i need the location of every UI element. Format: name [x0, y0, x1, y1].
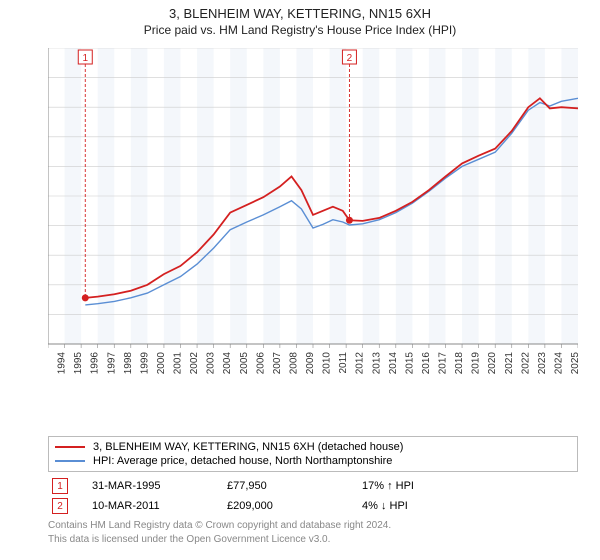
- svg-text:1997: 1997: [106, 352, 117, 375]
- svg-text:2008: 2008: [288, 352, 299, 375]
- svg-text:2019: 2019: [471, 352, 482, 375]
- svg-text:2024: 2024: [553, 352, 564, 375]
- svg-text:2023: 2023: [537, 352, 548, 375]
- legend-label: HPI: Average price, detached house, Nort…: [93, 455, 392, 467]
- transaction-delta: 4% ↓ HPI: [362, 500, 497, 512]
- svg-text:2025: 2025: [570, 352, 578, 375]
- svg-text:2013: 2013: [371, 352, 382, 375]
- svg-text:2021: 2021: [504, 352, 515, 375]
- svg-text:2020: 2020: [487, 352, 498, 375]
- svg-text:2006: 2006: [255, 352, 266, 375]
- svg-text:2007: 2007: [272, 352, 283, 375]
- svg-text:2010: 2010: [322, 352, 333, 375]
- transaction-badge: 1: [52, 478, 68, 494]
- chart-title-block: 3, BLENHEIM WAY, KETTERING, NN15 6XH Pri…: [0, 0, 600, 37]
- svg-text:1996: 1996: [90, 352, 101, 375]
- title-line2: Price paid vs. HM Land Registry's House …: [0, 23, 600, 37]
- svg-text:2014: 2014: [388, 352, 399, 375]
- svg-text:1998: 1998: [123, 352, 134, 375]
- svg-text:1994: 1994: [57, 352, 68, 375]
- legend-swatch: [55, 446, 85, 448]
- svg-text:2004: 2004: [222, 352, 233, 375]
- svg-text:1995: 1995: [73, 352, 84, 375]
- price-chart: £0£50K£100K£150K£200K£250K£300K£350K£400…: [48, 48, 578, 378]
- svg-text:2011: 2011: [338, 352, 349, 374]
- svg-text:2015: 2015: [404, 352, 415, 375]
- svg-text:2018: 2018: [454, 352, 465, 375]
- svg-text:2002: 2002: [189, 352, 200, 375]
- legend-item: 3, BLENHEIM WAY, KETTERING, NN15 6XH (de…: [55, 440, 571, 454]
- transaction-price: £209,000: [227, 500, 362, 512]
- svg-text:2001: 2001: [173, 352, 184, 375]
- transaction-date: 31-MAR-1995: [92, 480, 227, 492]
- title-line1: 3, BLENHEIM WAY, KETTERING, NN15 6XH: [0, 6, 600, 21]
- transaction-price: £77,950: [227, 480, 362, 492]
- svg-text:2016: 2016: [421, 352, 432, 375]
- legend-label: 3, BLENHEIM WAY, KETTERING, NN15 6XH (de…: [93, 441, 403, 453]
- footer-line2: This data is licensed under the Open Gov…: [48, 533, 578, 547]
- transaction-row: 1 31-MAR-1995 £77,950 17% ↑ HPI: [48, 476, 578, 496]
- footer-note: Contains HM Land Registry data © Crown c…: [48, 519, 578, 546]
- svg-text:1999: 1999: [139, 352, 150, 375]
- legend-item: HPI: Average price, detached house, Nort…: [55, 454, 571, 468]
- svg-text:2005: 2005: [239, 352, 250, 375]
- transaction-row: 2 10-MAR-2011 £209,000 4% ↓ HPI: [48, 496, 578, 516]
- svg-text:2: 2: [347, 53, 353, 64]
- legend-swatch: [55, 460, 85, 462]
- transaction-table: 1 31-MAR-1995 £77,950 17% ↑ HPI 2 10-MAR…: [48, 476, 578, 516]
- footer-line1: Contains HM Land Registry data © Crown c…: [48, 519, 578, 533]
- svg-text:2022: 2022: [520, 352, 531, 375]
- transaction-badge: 2: [52, 498, 68, 514]
- legend: 3, BLENHEIM WAY, KETTERING, NN15 6XH (de…: [48, 436, 578, 472]
- svg-text:2009: 2009: [305, 352, 316, 375]
- svg-text:1: 1: [82, 53, 88, 64]
- svg-text:2003: 2003: [206, 352, 217, 375]
- svg-text:1993: 1993: [48, 352, 51, 375]
- transaction-date: 10-MAR-2011: [92, 500, 227, 512]
- svg-text:2012: 2012: [355, 352, 366, 375]
- transaction-delta: 17% ↑ HPI: [362, 480, 497, 492]
- svg-text:2000: 2000: [156, 352, 167, 375]
- svg-text:2017: 2017: [438, 352, 449, 375]
